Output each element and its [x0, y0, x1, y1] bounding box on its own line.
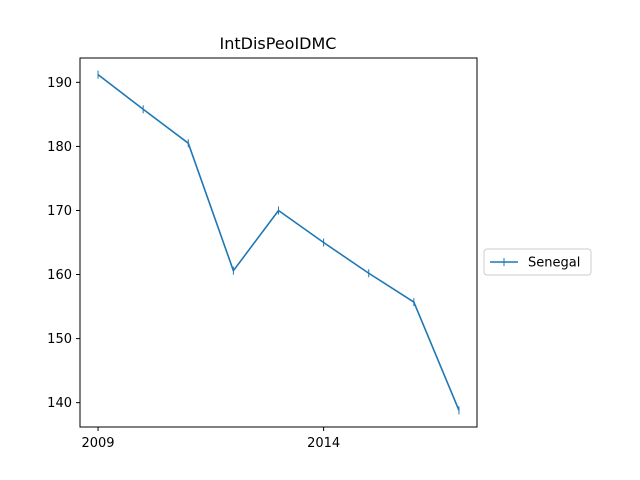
legend: Senegal — [483, 248, 592, 276]
x-axis: 2009 2014 — [81, 427, 340, 451]
y-axis: 140 150 160 170 180 190 — [47, 76, 80, 411]
y-tick-label: 190 — [47, 76, 72, 91]
legend-label-senegal: Senegal — [528, 256, 580, 271]
plot-frame — [79, 57, 478, 428]
plot-area: 140 150 160 170 180 190 2009 2014 — [47, 57, 478, 451]
series-layer — [97, 70, 460, 415]
x-tick-label: 2009 — [81, 436, 114, 451]
chart-title: IntDisPeoIDMC — [220, 34, 337, 53]
y-tick-label: 140 — [47, 396, 72, 411]
legend-box — [483, 248, 592, 276]
series-line-senegal — [97, 74, 460, 411]
y-tick-label: 160 — [47, 268, 72, 283]
y-tick-label: 150 — [47, 332, 72, 347]
x-tick-label: 2014 — [307, 436, 340, 451]
y-tick-label: 170 — [47, 204, 72, 219]
y-tick-label: 180 — [47, 140, 72, 155]
